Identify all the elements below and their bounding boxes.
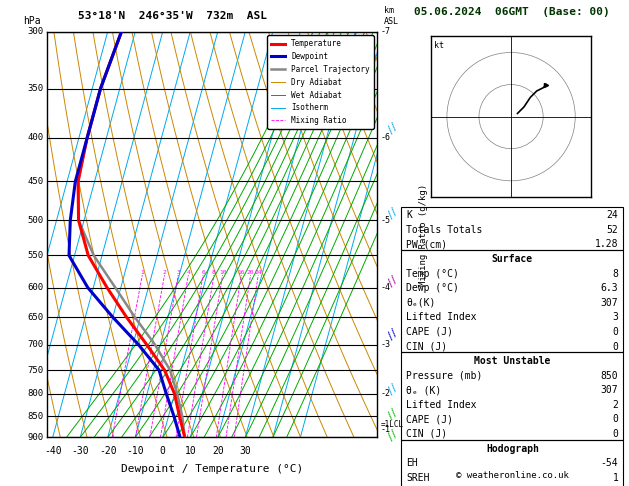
Text: 20: 20 bbox=[247, 270, 254, 275]
Text: 8: 8 bbox=[212, 270, 216, 275]
Text: Lifted Index: Lifted Index bbox=[406, 400, 477, 410]
Text: 10: 10 bbox=[184, 446, 196, 455]
Text: 450: 450 bbox=[28, 177, 44, 186]
Text: //: // bbox=[385, 326, 400, 342]
Text: //: // bbox=[385, 428, 400, 443]
Text: Pressure (mb): Pressure (mb) bbox=[406, 371, 482, 381]
Text: CAPE (J): CAPE (J) bbox=[406, 327, 454, 337]
Text: //: // bbox=[385, 121, 400, 136]
Text: 24: 24 bbox=[255, 270, 262, 275]
Text: -6: -6 bbox=[381, 133, 391, 142]
Text: 1: 1 bbox=[613, 473, 618, 483]
Legend: Temperature, Dewpoint, Parcel Trajectory, Dry Adiabat, Wet Adiabat, Isotherm, Mi: Temperature, Dewpoint, Parcel Trajectory… bbox=[267, 35, 374, 129]
Text: -2: -2 bbox=[381, 389, 391, 399]
Text: 30: 30 bbox=[240, 446, 251, 455]
Text: 16: 16 bbox=[238, 270, 245, 275]
Text: -1: -1 bbox=[381, 425, 391, 434]
Text: -30: -30 bbox=[71, 446, 89, 455]
Text: Hodograph: Hodograph bbox=[486, 444, 539, 453]
Text: 750: 750 bbox=[28, 365, 44, 375]
Text: 0: 0 bbox=[613, 342, 618, 351]
Text: 20: 20 bbox=[212, 446, 224, 455]
Text: -40: -40 bbox=[44, 446, 62, 455]
Text: 24: 24 bbox=[606, 210, 618, 220]
Text: θₑ(K): θₑ(K) bbox=[406, 298, 436, 308]
Text: Mixing Ratio (g/kg): Mixing Ratio (g/kg) bbox=[419, 183, 428, 286]
Text: //: // bbox=[385, 274, 400, 289]
Text: 307: 307 bbox=[601, 298, 618, 308]
Text: Lifted Index: Lifted Index bbox=[406, 312, 477, 322]
Text: 3: 3 bbox=[613, 312, 618, 322]
Text: =1LCL: =1LCL bbox=[381, 420, 404, 429]
Text: SREH: SREH bbox=[406, 473, 430, 483]
Text: 307: 307 bbox=[601, 385, 618, 395]
Text: Totals Totals: Totals Totals bbox=[406, 225, 482, 235]
Text: 400: 400 bbox=[28, 133, 44, 142]
Text: 500: 500 bbox=[28, 216, 44, 225]
Text: -54: -54 bbox=[601, 458, 618, 468]
Text: //: // bbox=[385, 205, 400, 221]
Text: Temp (°C): Temp (°C) bbox=[406, 269, 459, 278]
Text: 2: 2 bbox=[613, 400, 618, 410]
Text: 600: 600 bbox=[28, 283, 44, 292]
Text: //: // bbox=[385, 406, 400, 422]
Text: -20: -20 bbox=[99, 446, 116, 455]
Text: 850: 850 bbox=[28, 412, 44, 421]
Text: 0: 0 bbox=[613, 327, 618, 337]
Text: EH: EH bbox=[406, 458, 418, 468]
Text: -4: -4 bbox=[381, 283, 391, 292]
Text: 850: 850 bbox=[601, 371, 618, 381]
Text: 1: 1 bbox=[140, 270, 144, 275]
Text: 1.28: 1.28 bbox=[595, 240, 618, 249]
Text: 8: 8 bbox=[613, 269, 618, 278]
Text: CIN (J): CIN (J) bbox=[406, 429, 447, 439]
Text: 0: 0 bbox=[613, 415, 618, 424]
Text: CAPE (J): CAPE (J) bbox=[406, 415, 454, 424]
Text: 350: 350 bbox=[28, 84, 44, 93]
Text: Surface: Surface bbox=[492, 254, 533, 264]
Text: Most Unstable: Most Unstable bbox=[474, 356, 550, 366]
Text: 52: 52 bbox=[606, 225, 618, 235]
Text: Dewpoint / Temperature (°C): Dewpoint / Temperature (°C) bbox=[121, 464, 303, 474]
Text: θₑ (K): θₑ (K) bbox=[406, 385, 442, 395]
Text: © weatheronline.co.uk: © weatheronline.co.uk bbox=[456, 471, 569, 480]
Text: 53°18'N  246°35'W  732m  ASL: 53°18'N 246°35'W 732m ASL bbox=[78, 12, 267, 21]
Text: //: // bbox=[385, 382, 400, 397]
Text: K: K bbox=[406, 210, 412, 220]
Text: 0: 0 bbox=[160, 446, 165, 455]
Text: 05.06.2024  06GMT  (Base: 00): 05.06.2024 06GMT (Base: 00) bbox=[415, 7, 610, 17]
Text: -7: -7 bbox=[381, 27, 391, 36]
Text: 6.3: 6.3 bbox=[601, 283, 618, 293]
Text: 3: 3 bbox=[176, 270, 180, 275]
Text: -3: -3 bbox=[381, 340, 391, 349]
Text: 700: 700 bbox=[28, 340, 44, 349]
Text: PW (cm): PW (cm) bbox=[406, 240, 447, 249]
Text: -10: -10 bbox=[126, 446, 144, 455]
Text: 300: 300 bbox=[28, 27, 44, 36]
Text: Dewp (°C): Dewp (°C) bbox=[406, 283, 459, 293]
Text: hPa: hPa bbox=[23, 16, 41, 25]
Text: 800: 800 bbox=[28, 389, 44, 399]
Text: 10: 10 bbox=[219, 270, 226, 275]
Text: 550: 550 bbox=[28, 251, 44, 260]
Text: 2: 2 bbox=[163, 270, 166, 275]
Text: 0: 0 bbox=[613, 429, 618, 439]
Text: 650: 650 bbox=[28, 312, 44, 322]
Text: CIN (J): CIN (J) bbox=[406, 342, 447, 351]
Text: 6: 6 bbox=[201, 270, 205, 275]
Text: kt: kt bbox=[434, 41, 444, 50]
Text: 900: 900 bbox=[28, 433, 44, 442]
Text: km
ASL: km ASL bbox=[384, 6, 399, 25]
Text: 4: 4 bbox=[186, 270, 190, 275]
Text: -5: -5 bbox=[381, 216, 391, 225]
